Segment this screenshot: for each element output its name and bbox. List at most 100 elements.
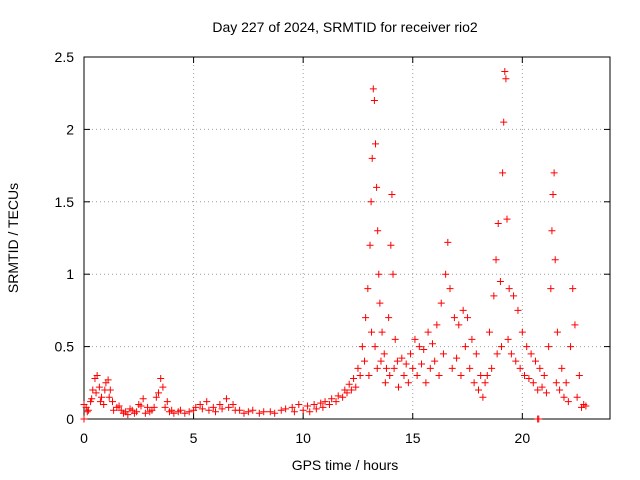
data-point <box>266 408 274 416</box>
data-point <box>418 360 426 368</box>
data-point <box>475 386 482 394</box>
data-point <box>155 389 163 397</box>
data-point <box>387 241 395 249</box>
data-point <box>216 401 224 409</box>
data-point <box>332 398 340 406</box>
data-point <box>536 364 544 372</box>
data-point <box>80 415 88 423</box>
data-point <box>203 398 211 406</box>
data-point <box>150 403 158 411</box>
data-point <box>549 191 557 199</box>
data-point <box>499 169 507 177</box>
data-point <box>364 285 372 293</box>
data-point <box>366 241 374 249</box>
data-point <box>104 376 112 384</box>
data-point <box>507 350 515 358</box>
data-point <box>531 357 539 365</box>
data-point <box>415 343 423 351</box>
data-point <box>376 299 384 307</box>
y-tick-label: 1.5 <box>55 194 75 210</box>
x-tick-label: 15 <box>405 430 421 446</box>
data-point <box>159 383 167 391</box>
data-point <box>347 386 355 394</box>
data-point <box>501 67 509 75</box>
data-point <box>101 386 109 394</box>
data-point <box>128 406 136 414</box>
data-point <box>404 379 412 387</box>
data-point <box>437 299 445 307</box>
data-point <box>133 408 141 416</box>
data-point <box>521 372 529 380</box>
data-point <box>477 372 485 380</box>
data-point <box>575 372 583 380</box>
data-point <box>464 314 472 322</box>
data-point <box>500 118 508 126</box>
data-point <box>240 409 248 417</box>
data-point <box>374 227 382 235</box>
x-axis-label: GPS time / hours <box>292 457 399 473</box>
data-point <box>325 401 333 409</box>
data-point <box>299 406 307 414</box>
data-point <box>400 372 408 380</box>
data-point <box>310 401 318 409</box>
data-point <box>375 270 383 278</box>
data-point <box>505 285 513 293</box>
data-point <box>290 408 298 416</box>
data-point <box>492 256 500 264</box>
data-point <box>550 169 558 177</box>
data-point <box>450 314 458 322</box>
data-point <box>317 399 325 407</box>
data-point <box>413 372 421 380</box>
data-point <box>390 364 398 372</box>
data-point <box>368 328 376 336</box>
data-point <box>468 335 476 343</box>
x-tick-label: 5 <box>190 430 198 446</box>
data-point <box>367 198 375 206</box>
data-point <box>358 343 366 351</box>
y-tick-label: 2 <box>66 121 74 137</box>
data-point <box>540 372 548 380</box>
data-point <box>481 379 489 387</box>
data-point <box>444 238 452 246</box>
data-point <box>225 403 233 411</box>
data-point <box>192 403 200 411</box>
data-point <box>139 395 147 403</box>
data-point <box>157 374 165 382</box>
data-point <box>163 398 171 406</box>
data-point <box>518 328 526 336</box>
data-point <box>146 408 154 416</box>
data-point <box>222 395 230 403</box>
y-axis-label: SRMTID / TECUs <box>5 183 21 293</box>
data-point <box>398 354 406 362</box>
data-point <box>365 372 373 380</box>
data-point <box>371 140 379 148</box>
data-point <box>409 364 417 372</box>
data-point <box>165 408 173 416</box>
data-point <box>493 350 501 358</box>
data-point <box>578 403 586 411</box>
data-point <box>496 277 504 285</box>
data-point <box>381 379 389 387</box>
data-point <box>124 411 132 419</box>
data-point <box>512 357 520 365</box>
data-point <box>356 372 364 380</box>
data-point <box>503 215 511 223</box>
data-point <box>185 408 193 416</box>
data-point <box>295 401 303 409</box>
data-point <box>369 85 377 93</box>
data-point <box>361 357 369 365</box>
data-point <box>428 340 436 348</box>
data-point <box>395 383 403 391</box>
data-point <box>466 364 474 372</box>
data-point <box>388 191 396 199</box>
data-point <box>426 364 434 372</box>
data-point <box>83 408 91 416</box>
data-point <box>255 409 263 417</box>
chart-title: Day 227 of 2024, SRMTID for receiver rio… <box>212 19 478 35</box>
data-point <box>115 402 123 410</box>
data-point <box>502 75 510 83</box>
data-point <box>88 395 96 403</box>
y-tick-label: 2.5 <box>55 49 75 65</box>
data-point <box>93 372 101 380</box>
